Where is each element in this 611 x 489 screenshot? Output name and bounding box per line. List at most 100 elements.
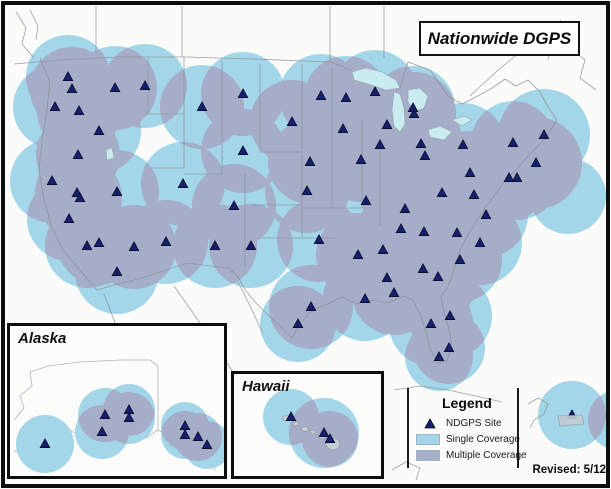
ndgps-site-icon	[419, 150, 431, 160]
ndgps-site-icon	[530, 157, 542, 167]
site-markers-layer	[46, 71, 550, 361]
ndgps-site-icon	[457, 139, 469, 149]
legend-label-multiple: Multiple Coverage	[446, 450, 527, 461]
ndgps-site-icon	[388, 287, 400, 297]
ndgps-site-icon	[352, 249, 364, 259]
ndgps-site-icon	[337, 123, 349, 133]
ndgps-site-icon	[443, 342, 455, 352]
ndgps-site-icon	[360, 195, 372, 205]
ndgps-site-icon	[46, 175, 58, 185]
hawaii-inset-label: Hawaii	[242, 378, 290, 395]
ndgps-site-icon	[139, 80, 151, 90]
ndgps-site-icon	[74, 192, 86, 202]
ndgps-site-icon	[381, 119, 393, 129]
ndgps-site-icon	[62, 71, 74, 81]
ndgps-site-icon	[324, 433, 336, 443]
ndgps-site-icon	[432, 271, 444, 281]
map-title: Nationwide DGPS	[427, 28, 572, 48]
single-coverage-swatch	[416, 434, 440, 445]
ndgps-site-icon	[418, 226, 430, 236]
ndgps-site-icon	[503, 172, 515, 182]
ndgps-site-icon	[359, 293, 371, 303]
ndgps-site-icon	[209, 240, 221, 250]
ndgps-site-icon	[381, 272, 393, 282]
ndgps-site-icon	[425, 318, 437, 328]
legend-item-single-coverage: Single Coverage	[416, 432, 520, 447]
ndgps-site-icon	[301, 185, 313, 195]
map-title-box: Nationwide DGPS	[419, 21, 580, 56]
ndgps-site-icon	[395, 223, 407, 233]
ndgps-site-icon	[369, 86, 381, 96]
ndgps-site-icon	[123, 412, 135, 422]
ndgps-site-icon	[374, 139, 386, 149]
ndgps-site-icon	[408, 108, 420, 118]
ndgps-site-icon	[179, 429, 191, 439]
ndgps-site-icon	[436, 187, 448, 197]
site-triangle-icon	[416, 418, 443, 429]
ndgps-site-icon	[355, 154, 367, 164]
ndgps-site-icon	[201, 439, 213, 449]
ndgps-site-icon	[340, 92, 352, 102]
ndgps-site-icon	[451, 227, 463, 237]
ndgps-site-icon	[454, 254, 466, 264]
ndgps-site-icon	[128, 241, 140, 251]
ndgps-site-icon	[111, 186, 123, 196]
legend-title: Legend	[442, 395, 492, 411]
legend-item-ndgps-site: NDGPS Site	[416, 416, 517, 431]
ndgps-site-icon	[177, 178, 189, 188]
ndgps-site-icon	[63, 213, 75, 223]
ndgps-site-icon	[39, 438, 51, 448]
ndgps-site-icon	[228, 200, 240, 210]
legend-panel: Legend NDGPS Site Single Coverage Multip…	[407, 388, 527, 468]
hawaii-inset	[231, 371, 384, 479]
coverage-circle	[530, 158, 606, 234]
ndgps-site-icon	[464, 167, 476, 177]
ndgps-site-icon	[468, 189, 480, 199]
alaska-inset	[7, 323, 227, 479]
ndgps-site-icon	[399, 203, 411, 213]
ndgps-site-icon	[93, 237, 105, 247]
ndgps-site-icon	[480, 209, 492, 219]
ndgps-site-icon	[99, 409, 111, 419]
ndgps-site-icon	[415, 138, 427, 148]
legend-label-single: Single Coverage	[446, 434, 520, 445]
ndgps-site-icon	[96, 426, 108, 436]
ndgps-site-icon	[192, 431, 204, 441]
coverage-circle	[588, 392, 607, 448]
ndgps-site-icon	[474, 237, 486, 247]
ndgps-site-icon	[72, 149, 84, 159]
ndgps-site-icon	[111, 266, 123, 276]
ndgps-site-icon	[511, 172, 523, 182]
ndgps-site-icon	[285, 411, 297, 421]
ndgps-site-icon	[66, 83, 78, 93]
ndgps-site-icon	[433, 351, 445, 361]
ndgps-site-icon	[444, 310, 456, 320]
multiple-coverage-swatch	[416, 450, 440, 461]
ndgps-site-icon	[538, 129, 550, 139]
ndgps-site-icon	[93, 125, 105, 135]
ndgps-site-icon	[109, 82, 121, 92]
revised-date-label: Revised: 5/12	[532, 464, 606, 476]
ndgps-site-icon	[196, 101, 208, 111]
ndgps-site-icon	[286, 116, 298, 126]
ndgps-site-icon	[49, 101, 61, 111]
ndgps-site-icon	[304, 156, 316, 166]
ndgps-site-icon	[160, 236, 172, 246]
alaska-inset-label: Alaska	[18, 330, 67, 347]
ndgps-site-icon	[81, 240, 93, 250]
ndgps-site-icon	[305, 301, 317, 311]
ndgps-site-icon	[315, 90, 327, 100]
ndgps-site-icon	[377, 244, 389, 254]
legend-label-site: NDGPS Site	[446, 418, 502, 429]
ndgps-site-icon	[237, 145, 249, 155]
ndgps-site-icon	[313, 234, 325, 244]
ndgps-site-icon	[245, 240, 257, 250]
ndgps-site-icon	[507, 137, 519, 147]
legend-item-multiple-coverage: Multiple Coverage	[416, 448, 527, 463]
puerto-rico-island	[557, 414, 585, 427]
ndgps-site-icon	[292, 318, 304, 328]
ndgps-site-icon	[237, 88, 249, 98]
ndgps-site-icon	[318, 427, 330, 437]
